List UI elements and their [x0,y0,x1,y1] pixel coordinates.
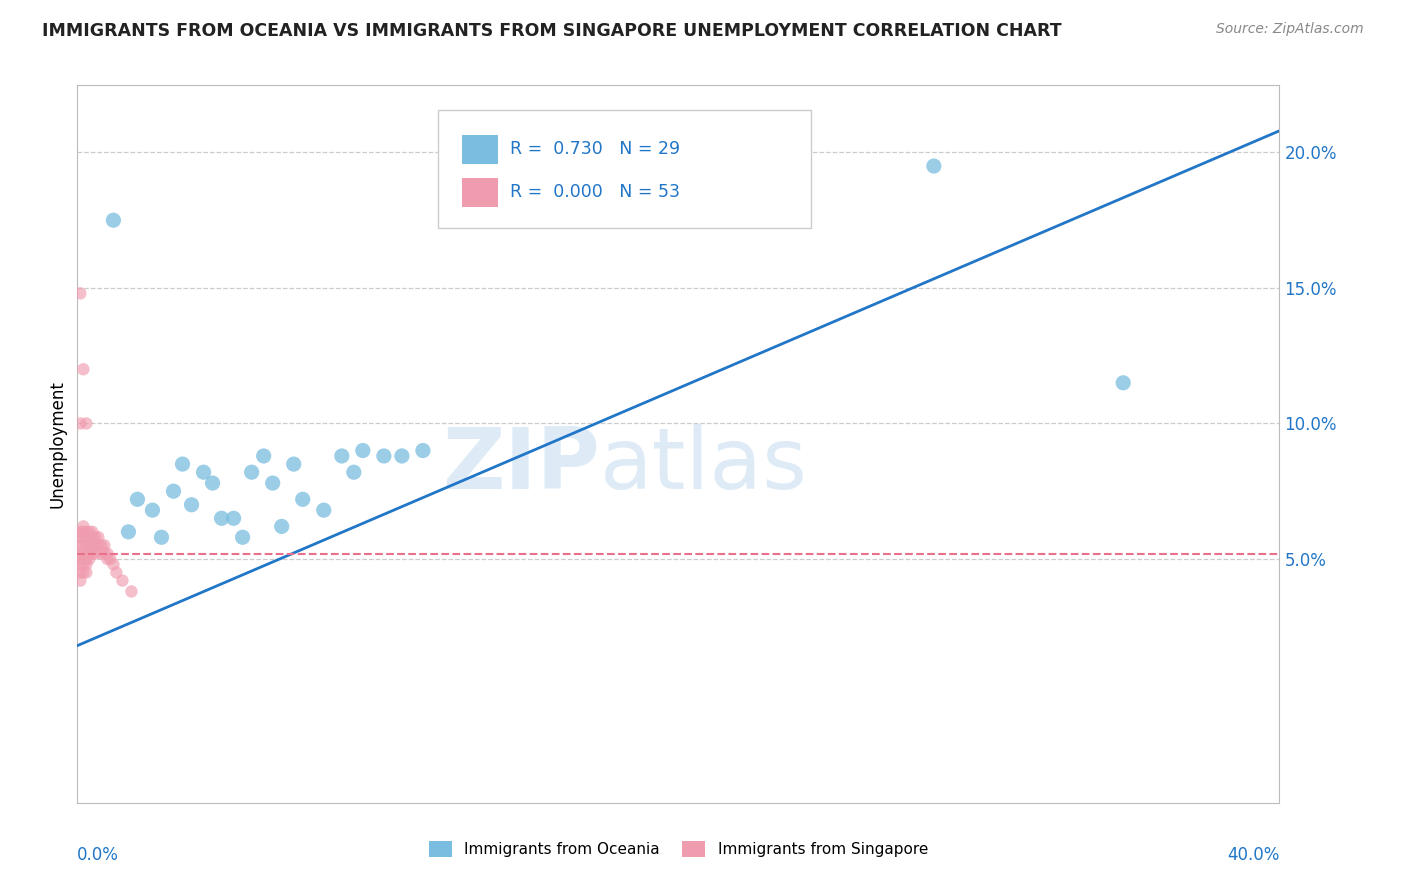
Legend: Immigrants from Oceania, Immigrants from Singapore: Immigrants from Oceania, Immigrants from… [423,835,934,863]
Point [103,558,125,572]
Point [211,511,233,525]
Point [141,503,163,517]
Point [343,465,366,479]
Point [69,574,91,588]
Text: R =  0.000   N = 53: R = 0.000 N = 53 [510,184,681,202]
Point [127,492,149,507]
Point [75,417,97,431]
Point [79,538,101,552]
Point [172,457,194,471]
Point [72,530,94,544]
Point [352,443,374,458]
Point [82,524,104,539]
Point [72,566,94,580]
Point [105,566,128,580]
Point [312,503,335,517]
Point [111,574,134,588]
Point [922,159,945,173]
Point [75,524,97,539]
Text: 40.0%: 40.0% [1227,846,1279,863]
Point [270,519,292,533]
Point [201,476,224,491]
Point [180,498,202,512]
FancyBboxPatch shape [463,178,498,207]
Point [330,449,353,463]
Point [75,566,97,580]
Point [93,547,115,561]
Text: Source: ZipAtlas.com: Source: ZipAtlas.com [1216,22,1364,37]
Text: R =  0.730   N = 29: R = 0.730 N = 29 [510,140,681,159]
Point [1112,376,1135,390]
Point [72,524,94,539]
Text: 0.0%: 0.0% [77,846,120,863]
Point [72,538,94,552]
Point [84,538,107,552]
Point [69,524,91,539]
Point [69,530,91,544]
Point [117,524,139,539]
Point [69,552,91,566]
Point [391,449,413,463]
Point [79,547,101,561]
Point [96,547,118,561]
Point [79,552,101,566]
Point [79,530,101,544]
Text: ZIP: ZIP [443,424,600,507]
FancyBboxPatch shape [439,110,811,228]
Point [69,558,91,572]
Point [373,449,395,463]
Point [75,558,97,572]
Point [69,286,91,301]
Point [283,457,305,471]
Point [232,530,254,544]
Point [75,538,97,552]
Point [222,511,245,525]
FancyBboxPatch shape [463,135,498,164]
Y-axis label: Unemployment: Unemployment [48,380,66,508]
Point [93,538,115,552]
Point [193,465,215,479]
Point [75,552,97,566]
Point [72,519,94,533]
Point [69,547,91,561]
Point [253,449,276,463]
Point [150,530,173,544]
Point [90,538,112,552]
Point [84,547,107,561]
Point [69,417,91,431]
Point [79,524,101,539]
Text: IMMIGRANTS FROM OCEANIA VS IMMIGRANTS FROM SINGAPORE UNEMPLOYMENT CORRELATION CH: IMMIGRANTS FROM OCEANIA VS IMMIGRANTS FR… [42,22,1062,40]
Point [96,552,118,566]
Point [87,538,110,552]
Point [82,538,104,552]
Point [240,465,263,479]
Point [72,558,94,572]
Point [87,530,110,544]
Point [75,547,97,561]
Point [412,443,434,458]
Point [291,492,314,507]
Point [72,547,94,561]
Point [90,547,112,561]
Point [72,552,94,566]
Point [103,213,125,227]
Text: atlas: atlas [600,424,808,507]
Point [262,476,284,491]
Point [69,538,91,552]
Point [100,552,122,566]
Point [72,362,94,376]
Point [69,566,91,580]
Point [120,584,142,599]
Point [82,538,104,552]
Point [82,530,104,544]
Point [82,547,104,561]
Point [162,484,184,499]
Point [84,530,107,544]
Point [75,530,97,544]
